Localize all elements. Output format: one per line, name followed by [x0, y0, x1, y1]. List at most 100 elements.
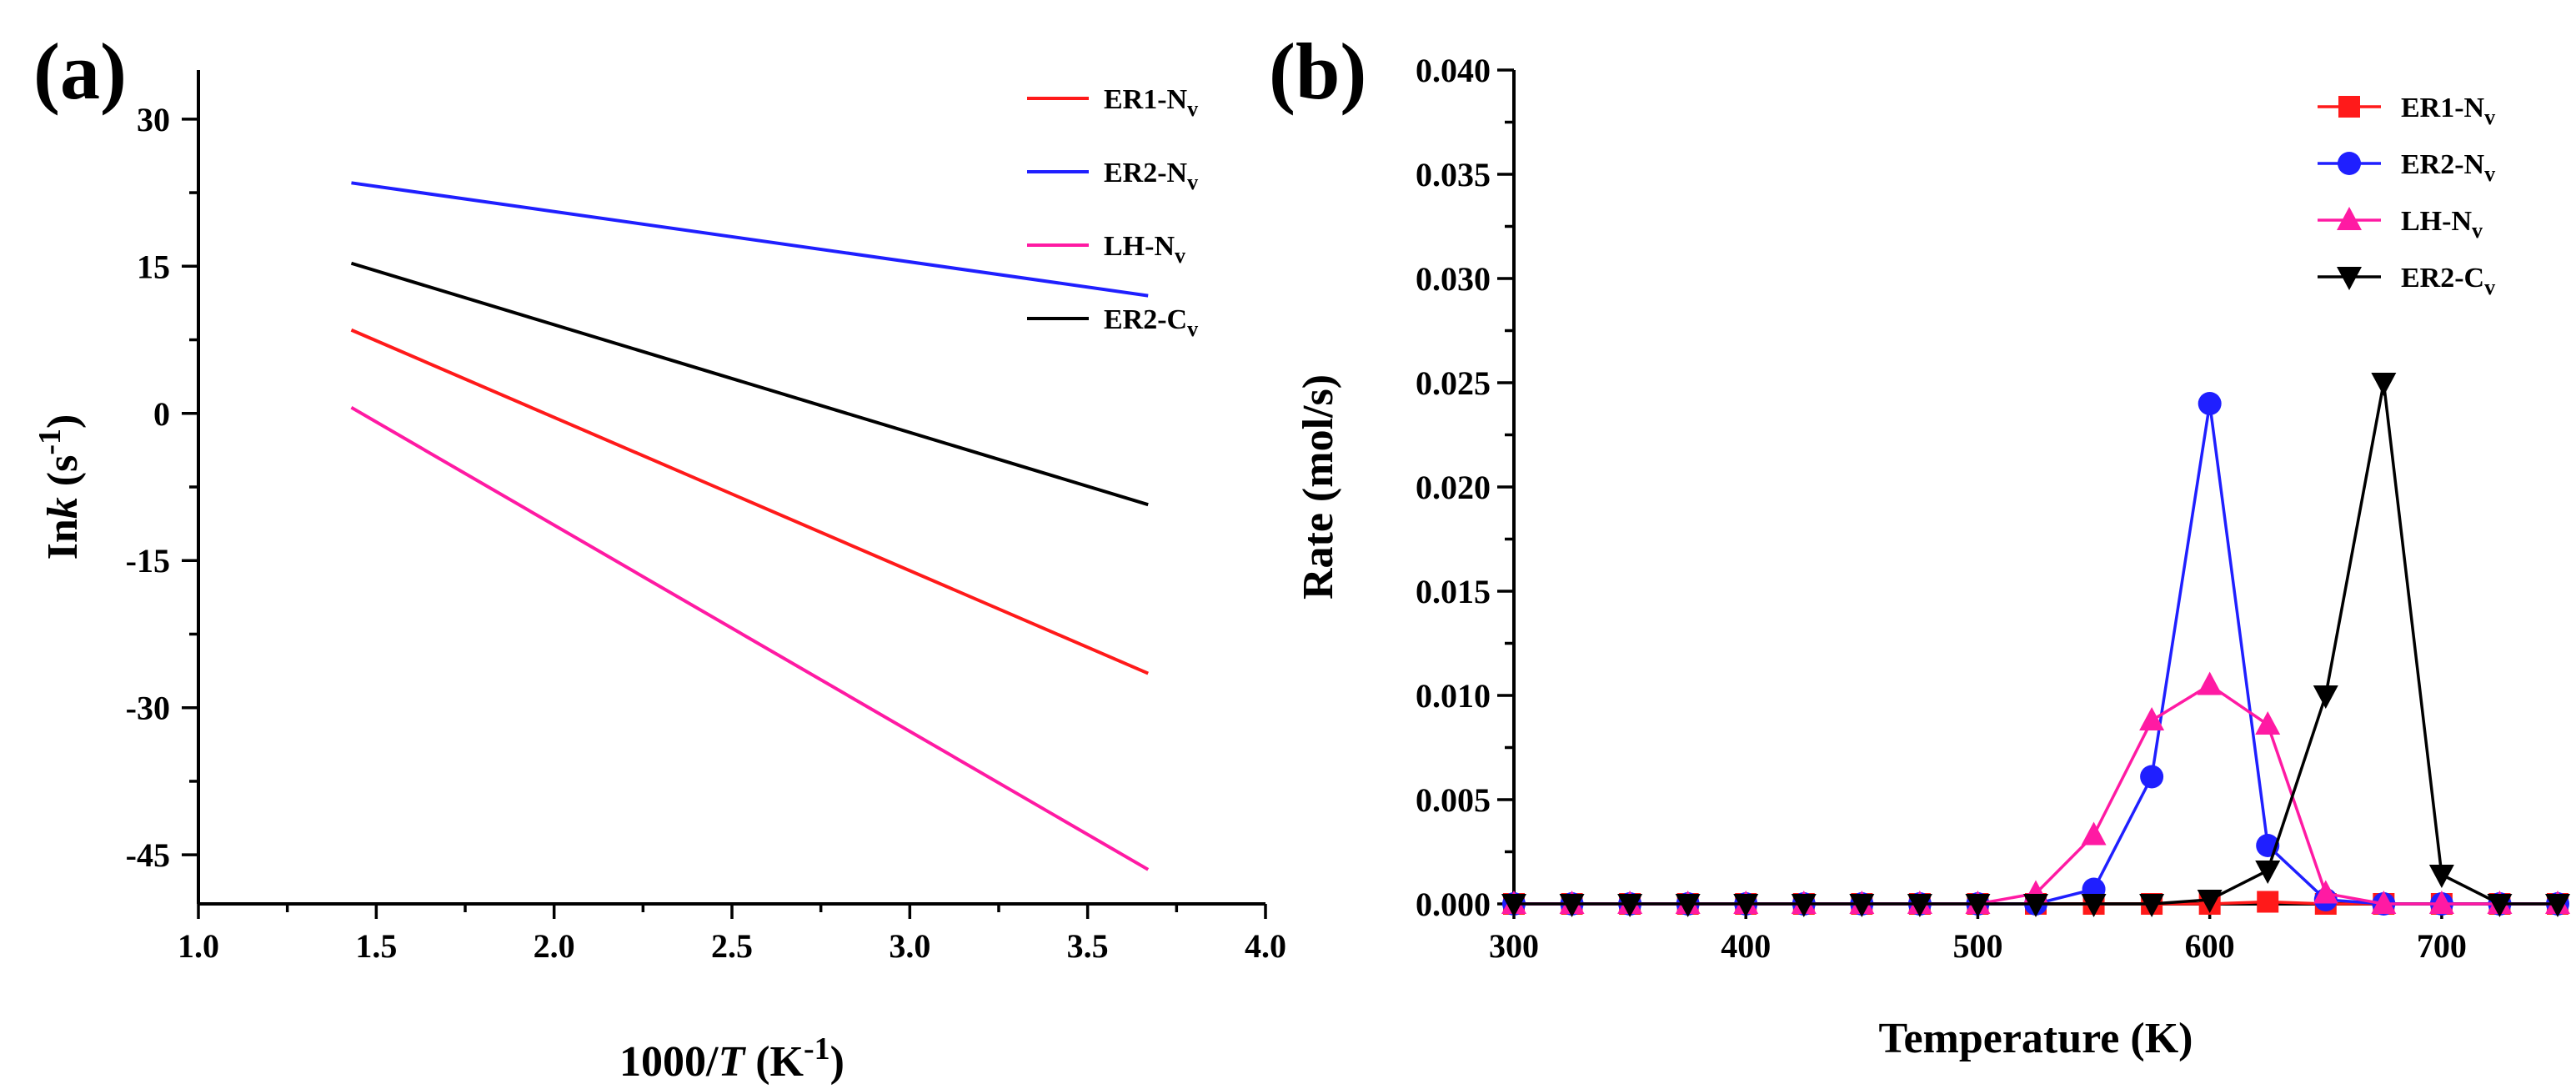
x-axis-title-close: )	[830, 1038, 844, 1086]
y-tick-label-a: 0	[153, 395, 170, 433]
data-point	[1849, 894, 1875, 917]
data-point	[2371, 373, 2397, 396]
series-line	[1514, 382, 2558, 906]
data-point	[2023, 894, 2048, 917]
legend-label-sub: v	[2484, 275, 2495, 299]
series-line	[1514, 403, 2558, 906]
legend-label-b: LH-Nv	[2401, 206, 2483, 243]
y-tick-label-b: 0.010	[1416, 677, 1491, 715]
data-point	[2139, 894, 2165, 917]
legend-label-sub: v	[2472, 218, 2483, 243]
data-point	[1559, 894, 1585, 917]
legend-label-a: LH-Nv	[1104, 231, 1185, 268]
y-axis-title-unit: (s	[39, 455, 87, 498]
data-point	[1501, 894, 1526, 917]
data-point	[2255, 711, 2281, 735]
x-tick-label-a: 2.0	[534, 927, 575, 965]
y-tick-label-b: 0.005	[1416, 781, 1491, 819]
data-point	[2428, 865, 2454, 888]
y-tick-label-a: 15	[137, 248, 170, 285]
legend-label-sub: v	[1187, 317, 1198, 341]
data-point	[1675, 894, 1701, 917]
data-point	[1965, 894, 1991, 917]
y-axis-title-group-a: Ink (s-1)	[33, 414, 87, 560]
data-point	[2197, 671, 2223, 695]
y-tick-label-b: 0.015	[1416, 573, 1491, 610]
legend-label-name: LH-N	[1104, 231, 1175, 262]
data-point	[2487, 894, 2513, 917]
y-axis-title-a: Ink (s-1)	[33, 414, 87, 560]
legend-label-name: ER2-C	[2401, 263, 2484, 294]
y-axis-title-b: Rate (mol/s)	[1295, 374, 1342, 600]
y-tick-label-b: 0.000	[1416, 886, 1491, 923]
panel-a: (a) 1.0 1.5 2.0 2.5 3.0 3.5 4.0 30 15 0 -15 -30 -45 10…	[33, 27, 1286, 1086]
y-tick-label-b: 0.025	[1416, 364, 1491, 402]
y-axis-title-var: k	[39, 497, 87, 519]
data-point	[2198, 392, 2222, 415]
data-point	[2257, 891, 2279, 913]
panel-b: (b) 300 400 500 600 700 0.000 0.005 0.010 0.015 0.…	[1269, 27, 2570, 1062]
data-point	[2545, 894, 2570, 917]
data-point	[2255, 861, 2281, 884]
legend-label-sub: v	[2484, 162, 2495, 186]
x-tick-label-a: 3.0	[889, 927, 930, 965]
legend-label-name: ER2-N	[1104, 158, 1188, 188]
legend-label-b: ER2-Nv	[2401, 149, 2495, 186]
data-point	[2140, 765, 2164, 789]
x-tick-label-a: 1.0	[178, 927, 219, 965]
legend-label-name: ER2-N	[2401, 149, 2485, 180]
x-axis-title-b: Temperature (K)	[1879, 1015, 2193, 1062]
legend-label-sub: v	[1175, 243, 1185, 268]
series-line-er2-n	[351, 181, 1149, 298]
legend-marker-b	[2338, 152, 2361, 175]
legend-label-name: ER1-N	[2401, 93, 2485, 123]
series-line-lh-n	[350, 405, 1150, 871]
x-tick-label-a: 3.5	[1067, 927, 1109, 965]
x-axis-title-prefix: 1000/	[619, 1038, 719, 1086]
data-point	[2428, 891, 2454, 914]
data-point	[2371, 891, 2397, 914]
data-point	[2313, 685, 2338, 709]
series-lh-n-v	[1501, 671, 2570, 914]
x-tick-label-b: 400	[1721, 927, 1771, 965]
legend-marker-b	[2337, 267, 2362, 290]
series-er2-n-v	[1502, 392, 2569, 916]
x-axis-title-sup: -1	[804, 1031, 830, 1066]
legend-label-name: LH-N	[2401, 206, 2472, 237]
x-tick-label-b: 300	[1489, 927, 1539, 965]
legend-label-b: ER2-Cv	[2401, 263, 2495, 299]
legend-label-b: ER1-Nv	[2401, 93, 2495, 129]
y-tick-label-a: 30	[137, 101, 170, 138]
legend-label-a: ER2-Nv	[1104, 158, 1198, 194]
legend-label-sub: v	[2484, 105, 2495, 129]
x-tick-label-a: 4.0	[1245, 927, 1286, 965]
legend-label-sub: v	[1187, 170, 1198, 194]
x-tick-label-b: 700	[2417, 927, 2467, 965]
panel-label-a: (a)	[33, 27, 127, 116]
data-point	[1791, 894, 1817, 917]
x-axis-title-unit: (K	[744, 1038, 804, 1086]
series-line-er2-c	[350, 261, 1149, 507]
legend-marker-b	[2337, 207, 2362, 230]
data-point	[2081, 821, 2107, 846]
x-tick-label-a: 2.5	[711, 927, 753, 965]
x-tick-label-b: 500	[1952, 927, 2002, 965]
data-point	[1617, 894, 1643, 917]
x-axis-title-a: 1000/T (K-1)	[619, 1031, 844, 1086]
data-point	[2139, 707, 2165, 730]
y-axis-title-prefix: In	[39, 519, 87, 560]
data-point	[2313, 880, 2338, 904]
x-tick-label-a: 1.5	[355, 927, 397, 965]
y-tick-label-b: 0.040	[1416, 52, 1491, 89]
data-point	[2081, 894, 2107, 917]
x-axis-title-var: T	[718, 1038, 746, 1086]
series-line	[1514, 683, 2558, 906]
y-tick-label-a: -45	[126, 836, 170, 874]
legend-label-name: ER2-C	[1104, 304, 1187, 335]
legend-label-sub: v	[1187, 97, 1198, 121]
y-tick-label-b: 0.030	[1416, 260, 1491, 298]
x-tick-label-b: 600	[2185, 927, 2235, 965]
y-tick-label-a: -15	[126, 542, 170, 580]
y-tick-label-b: 0.020	[1416, 469, 1491, 506]
